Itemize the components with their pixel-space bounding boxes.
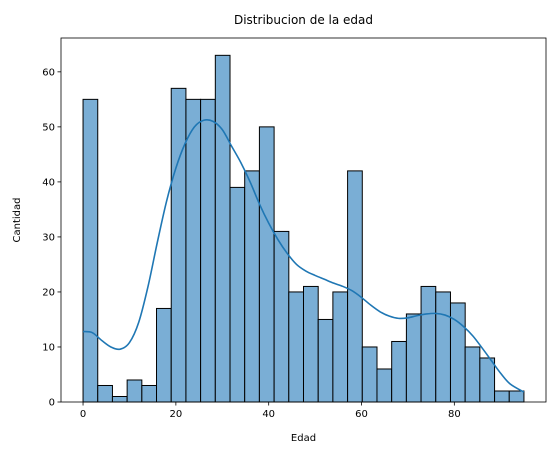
- histogram-bar: [479, 357, 496, 403]
- bars-group: [82, 54, 525, 403]
- histogram-bar: [464, 346, 481, 403]
- plot-frame: [60, 37, 547, 403]
- x-tick-label: 0: [80, 409, 86, 420]
- histogram-bar: [214, 54, 231, 403]
- histogram-bar: [332, 291, 349, 403]
- y-tick-label: 30: [42, 232, 55, 243]
- histogram-bar: [170, 87, 187, 403]
- y-tick-label: 50: [42, 122, 55, 133]
- histogram-bar: [126, 379, 143, 403]
- y-tick-label: 60: [42, 67, 55, 78]
- histogram-bar: [273, 230, 290, 403]
- histogram-bar: [361, 346, 378, 403]
- histogram-bar: [200, 98, 216, 403]
- kde-curve: [82, 118, 525, 393]
- histogram-bar: [391, 340, 407, 403]
- x-tick-label: 20: [170, 409, 183, 420]
- histogram-bar: [420, 285, 437, 403]
- y-tick-label: 10: [42, 342, 55, 353]
- y-axis-label: Cantidad: [12, 198, 23, 243]
- x-tick-label: 40: [262, 409, 275, 420]
- histogram-bar: [97, 384, 113, 403]
- histogram-bar: [156, 307, 172, 403]
- histogram-bar: [347, 170, 363, 403]
- chart-title: Distribucion de la edad: [234, 13, 373, 27]
- y-tick-label: 40: [42, 177, 55, 188]
- x-tick-label: 60: [355, 409, 368, 420]
- histogram-bar: [244, 170, 260, 403]
- x-tick-label: 80: [448, 409, 461, 420]
- histogram-bar: [141, 384, 158, 403]
- histogram-bar: [288, 291, 304, 403]
- y-tick-label: 0: [49, 398, 55, 409]
- histogram-bar: [435, 291, 451, 403]
- histogram-bar: [258, 126, 275, 403]
- histogram-bar: [405, 313, 422, 403]
- histogram-bar: [317, 318, 334, 403]
- histogram-bar: [303, 285, 319, 403]
- y-axis-ticks: 0 10 20 30 40 50 60: [42, 67, 61, 409]
- histogram-bar: [185, 98, 202, 403]
- histogram-bar: [229, 186, 246, 403]
- histogram-bar: [508, 390, 525, 403]
- x-axis-label: Edad: [291, 433, 316, 444]
- y-tick-label: 20: [42, 287, 55, 298]
- histogram-bar: [494, 390, 510, 403]
- histogram-bar: [111, 395, 128, 403]
- histogram-bar: [376, 368, 393, 403]
- histogram-bar: [82, 98, 99, 403]
- x-axis-ticks: 0 20 40 60 80: [80, 402, 461, 420]
